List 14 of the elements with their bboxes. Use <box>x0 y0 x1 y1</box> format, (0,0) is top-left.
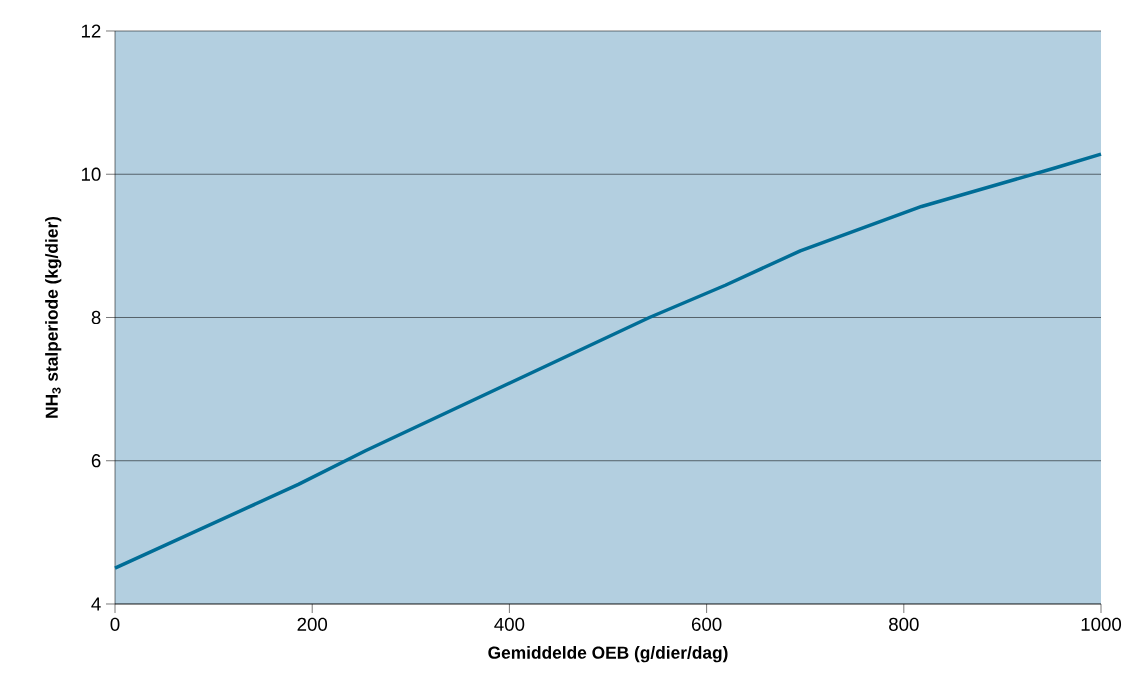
y-tick-label: 8 <box>91 310 101 325</box>
line-series <box>113 152 1103 570</box>
x-tick-label: 1000 <box>1081 617 1122 631</box>
x-tick-label: 200 <box>297 617 328 631</box>
x-tick-label: 800 <box>889 617 919 631</box>
x-axis-title: Gemiddelde OEB (g/dier/dag) <box>488 646 728 663</box>
y-tick-label: 6 <box>91 454 101 468</box>
x-tick-label: 0 <box>110 617 120 631</box>
x-tick-label: 600 <box>691 617 722 631</box>
y-tick-label: 12 <box>81 24 101 38</box>
x-tick-label: 400 <box>494 617 525 631</box>
y-tick-label: 10 <box>81 167 101 181</box>
y-axis-title: NH$_{3}$ stalperiode (kg/dier) <box>45 216 62 418</box>
y-tick-label: 4 <box>91 597 101 611</box>
